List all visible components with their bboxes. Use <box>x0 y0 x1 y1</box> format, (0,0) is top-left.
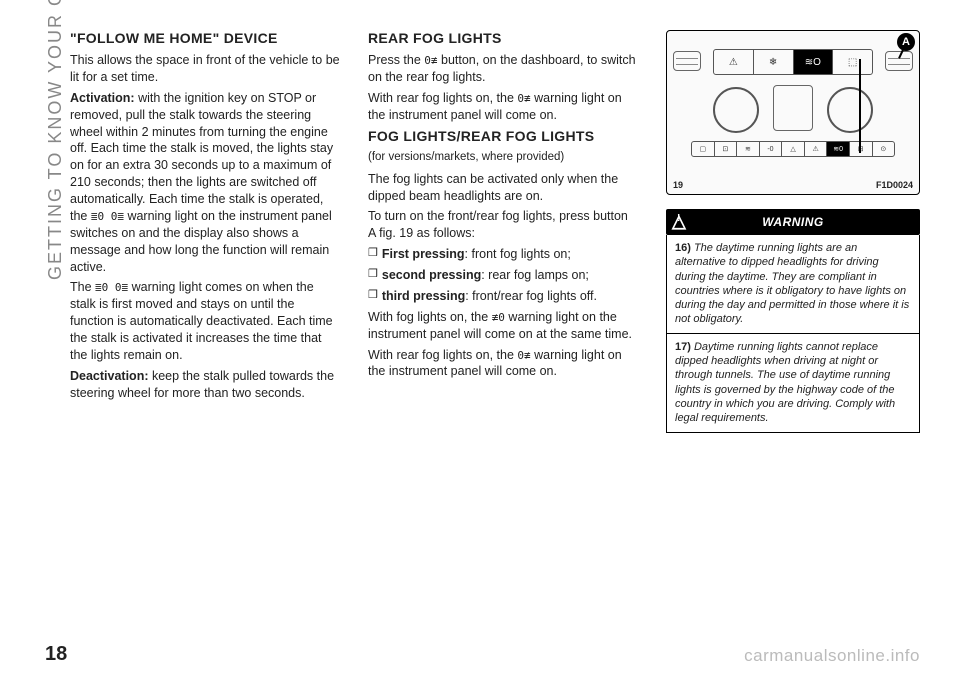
figure-caption: 19 F1D0024 <box>667 178 919 192</box>
knob-left-icon <box>713 87 759 133</box>
dash-button: ▢ <box>692 142 715 156</box>
para-activation: Activation: with the ignition key on STO… <box>70 90 340 276</box>
center-block <box>773 85 813 131</box>
text: The <box>70 280 95 294</box>
heading-fog-lights: FOG LIGHTS/REAR FOG LIGHTS <box>368 128 638 144</box>
label-deactivation: Deactivation: <box>70 369 149 383</box>
section-side-label: GETTING TO KNOW YOUR CAR <box>45 0 66 280</box>
dash-button: ⊡ <box>715 142 738 156</box>
subnote: (for versions/markets, where provided) <box>368 150 638 165</box>
text: With rear fog lights on, the <box>368 91 517 105</box>
dash-button: ❄ <box>754 50 794 74</box>
para: The fog lights can be activated only whe… <box>368 171 638 205</box>
warning-banner: △! WARNING <box>666 209 920 235</box>
bullet-second-press: second pressing: rear fog lamps on; <box>368 267 638 284</box>
warning-text: The daytime running lights are an altern… <box>675 242 909 325</box>
dash-button: ≋O <box>794 50 834 74</box>
callout-a: A <box>897 33 915 51</box>
column-3: ⚠❄≋O⬚ ▢⊡≋-0△⚠≋0⊞⊙ A 19 F1D0024 △! WARNIN… <box>666 30 920 600</box>
label: third pressing <box>382 289 465 303</box>
button-row-bottom: ▢⊡≋-0△⚠≋0⊞⊙ <box>691 141 895 157</box>
content-columns: "FOLLOW ME HOME" DEVICE This allows the … <box>70 30 920 600</box>
rear-fog-icon: 0≢ <box>424 54 437 67</box>
label: second pressing <box>382 268 481 282</box>
column-2: REAR FOG LIGHTS Press the 0≢ button, on … <box>368 30 638 600</box>
text: : rear fog lamps on; <box>481 268 589 282</box>
vent-left-icon <box>673 51 701 71</box>
dash-button: ⬚ <box>833 50 872 74</box>
page: GETTING TO KNOW YOUR CAR 18 "FOLLOW ME H… <box>0 0 960 686</box>
warning-number: 16) <box>675 242 691 254</box>
dash-button: ⊞ <box>850 142 873 156</box>
knob-right-icon <box>827 87 873 133</box>
button-row-top: ⚠❄≋O⬚ <box>713 49 873 75</box>
warning-cell-17: 17) Daytime running lights cannot replac… <box>666 334 920 433</box>
bullet-third-press: third pressing: front/rear fog lights of… <box>368 288 638 305</box>
text: With fog lights on, the <box>368 310 492 324</box>
page-number: 18 <box>45 643 67 666</box>
callout-line <box>859 59 861 153</box>
figure-19: ⚠❄≋O⬚ ▢⊡≋-0△⚠≋0⊞⊙ A 19 F1D0024 <box>666 30 920 195</box>
text: with the ignition key on STOP or removed… <box>70 91 333 223</box>
figure-code: F1D0024 <box>876 180 913 190</box>
warning-triangle-icon: △! <box>672 211 686 232</box>
dash-button: ≋ <box>737 142 760 156</box>
dash-button: ⚠ <box>714 50 754 74</box>
text: With rear fog lights on, the <box>368 348 517 362</box>
para: This allows the space in front of the ve… <box>70 52 340 86</box>
dash-button: △ <box>782 142 805 156</box>
front-fog-icon: ≢0 <box>492 311 505 324</box>
warning-label: WARNING <box>666 215 920 229</box>
para: Press the 0≢ button, on the dashboard, t… <box>368 52 638 86</box>
dash-button: ≋0 <box>827 142 850 156</box>
para: To turn on the front/rear fog lights, pr… <box>368 208 638 242</box>
warning-text: Daytime running lights cannot replace di… <box>675 341 895 424</box>
dash-button: -0 <box>760 142 783 156</box>
text: Press the <box>368 53 424 67</box>
text: : front/rear fog lights off. <box>465 289 597 303</box>
heading-rear-fog: REAR FOG LIGHTS <box>368 30 638 46</box>
warning-number: 17) <box>675 341 691 353</box>
text: : front fog lights on; <box>465 247 571 261</box>
heading-follow-me-home: "FOLLOW ME HOME" DEVICE <box>70 30 340 46</box>
headlight-icon: ≣0 0≣ <box>95 281 128 294</box>
headlight-icon: ≣0 0≣ <box>91 210 124 223</box>
bullet-first-press: First pressing: front fog lights on; <box>368 246 638 263</box>
label: First pressing <box>382 247 465 261</box>
column-1: "FOLLOW ME HOME" DEVICE This allows the … <box>70 30 340 600</box>
watermark: carmanualsonline.info <box>744 646 920 666</box>
warning-cell-16: 16) The daytime running lights are an al… <box>666 235 920 334</box>
para: With fog lights on, the ≢0 warning light… <box>368 309 638 343</box>
para: With rear fog lights on, the 0≢ warning … <box>368 90 638 124</box>
para: The ≣0 0≣ warning light comes on when th… <box>70 279 340 363</box>
dashboard-drawing: ⚠❄≋O⬚ ▢⊡≋-0△⚠≋0⊞⊙ A <box>673 37 913 174</box>
dash-button: ⊙ <box>873 142 895 156</box>
para: With rear fog lights on, the 0≢ warning … <box>368 347 638 381</box>
label-activation: Activation: <box>70 91 135 105</box>
rear-fog-icon: 0≢ <box>517 92 530 105</box>
para-deactivation: Deactivation: keep the stalk pulled towa… <box>70 368 340 402</box>
dash-button: ⚠ <box>805 142 828 156</box>
figure-number: 19 <box>673 180 683 190</box>
rear-fog-icon: 0≢ <box>517 349 530 362</box>
